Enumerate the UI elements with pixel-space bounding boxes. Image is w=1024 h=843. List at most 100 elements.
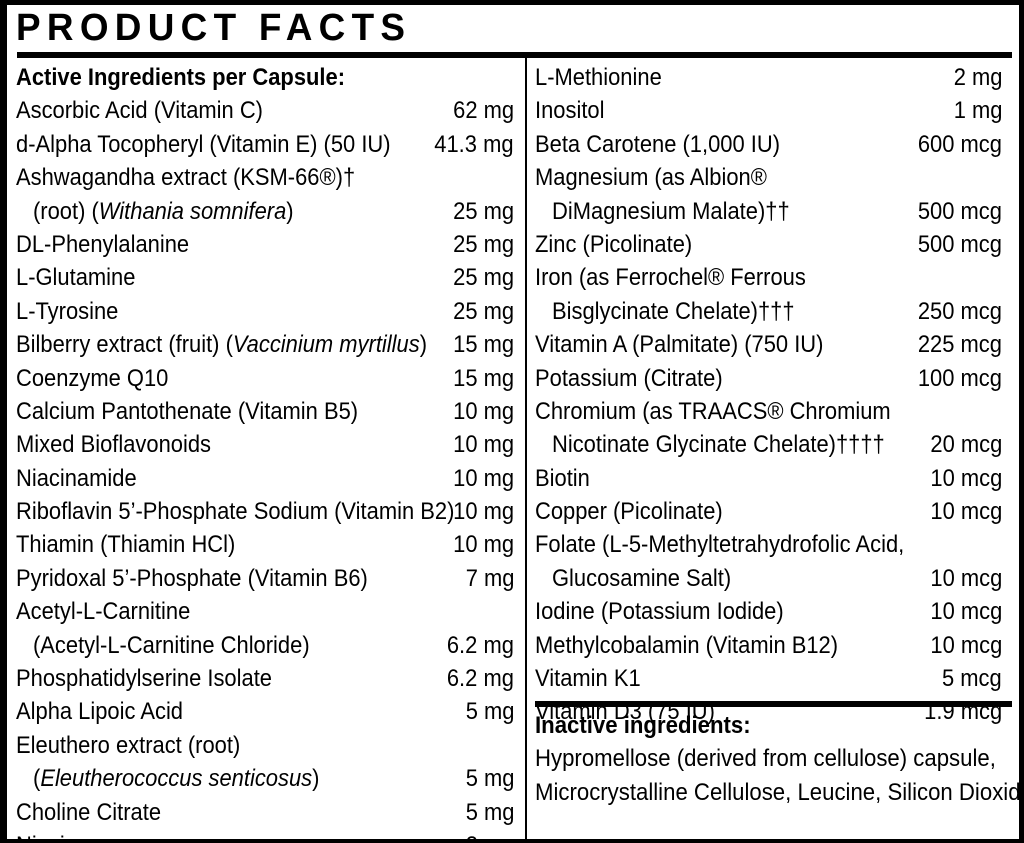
ingredient-amount: 10 mg: [453, 498, 514, 526]
ingredient-row: DiMagnesium Malate)†† 500 mcg: [535, 195, 1007, 228]
ingredient-row: L-Tyrosine 25 mg: [16, 295, 518, 328]
ingredient-name: Iron (as Ferrochel® Ferrous: [535, 264, 806, 292]
active-ingredients-left-column: Active Ingredients per Capsule: Ascorbic…: [16, 61, 518, 839]
ingredient-name: Folate (L-5-Methyltetrahydrofolic Acid,: [535, 531, 905, 559]
ingredient-amount: 10 mcg: [930, 564, 1002, 592]
ingredient-row: Magnesium (as Albion®: [535, 161, 1007, 194]
ingredient-row: Pyridoxal 5’-Phosphate (Vitamin B6) 7 mg: [16, 562, 518, 595]
ingredient-amount: 10 mg: [453, 464, 514, 492]
ingredient-name: (Eleutherococcus senticosus): [33, 765, 320, 793]
ingredient-name: Choline Citrate: [16, 798, 162, 826]
ingredient-row: Vitamin K1 5 mcg: [535, 662, 1007, 695]
title-divider-rule: [17, 52, 1012, 58]
column-divider: [525, 58, 527, 839]
ingredient-name: Copper (Picolinate): [535, 498, 723, 526]
ingredient-row: Inositol 1 mg: [535, 94, 1007, 127]
ingredient-name: Vitamin K1: [535, 665, 641, 693]
ingredient-row: Calcium Pantothenate (Vitamin B5) 10 mg: [16, 395, 518, 428]
ingredient-name: Iodine (Potassium Iodide): [535, 598, 784, 626]
ingredient-row: Coenzyme Q10 15 mg: [16, 362, 518, 395]
ingredient-name: Calcium Pantothenate (Vitamin B5): [16, 397, 359, 425]
ingredient-row: Eleuthero extract (root): [16, 729, 518, 762]
ingredient-row: Iron (as Ferrochel® Ferrous: [535, 261, 1007, 294]
ingredient-row: Beta Carotene (1,000 IU) 600 mcg: [535, 128, 1007, 161]
ingredient-name: Zinc (Picolinate): [535, 230, 693, 258]
ingredient-amount: 225 mcg: [917, 331, 1002, 359]
ingredient-row: (root) (Withania somnifera) 25 mg: [16, 195, 518, 228]
ingredient-amount: 25 mg: [453, 264, 514, 292]
ingredient-row: Folate (L-5-Methyltetrahydrofolic Acid,: [535, 528, 1007, 561]
ingredient-row: Microcrystalline Cellulose, Leucine, Sil…: [535, 776, 1019, 809]
ingredient-row: Thiamin (Thiamin HCl) 10 mg: [16, 528, 518, 561]
ingredient-row: (Acetyl-L-Carnitine Chloride) 6.2 mg: [16, 629, 518, 662]
ingredient-amount: 6.2 mg: [446, 665, 514, 693]
ingredient-row: Ascorbic Acid (Vitamin C) 62 mg: [16, 94, 518, 127]
ingredient-amount: 25 mg: [453, 297, 514, 325]
ingredient-name: DiMagnesium Malate)††: [552, 197, 790, 225]
ingredient-row: Vitamin A (Palmitate) (750 IU) 225 mcg: [535, 328, 1007, 361]
ingredient-name: Vitamin A (Palmitate) (750 IU): [535, 331, 824, 359]
ingredient-name: Inositol: [535, 97, 605, 125]
inactive-ingredients-heading: Inactive ingredients:: [535, 712, 751, 739]
ingredient-name: Potassium (Citrate): [535, 364, 723, 392]
ingredient-name: d-Alpha Tocopheryl (Vitamin E) (50 IU): [16, 130, 391, 158]
ingredient-amount: 10 mcg: [930, 464, 1002, 492]
ingredient-amount: 41.3 mg: [434, 130, 514, 158]
ingredient-name: Nicotinate Glycinate Chelate)††††: [552, 431, 885, 459]
ingredient-amount: 3 mg: [465, 829, 514, 839]
ingredient-name: Biotin: [535, 464, 590, 492]
ingredient-row: Glucosamine Salt) 10 mcg: [535, 562, 1007, 595]
ingredient-name: Pyridoxal 5’-Phosphate (Vitamin B6): [16, 564, 368, 592]
active-ingredients-right-column: L-Methionine 2 mg Inositol 1 mg Beta Caroten…: [535, 61, 1007, 729]
ingredient-row: DL-Phenylalanine 25 mg: [16, 228, 518, 261]
ingredient-amount: 10 mcg: [930, 598, 1002, 626]
ingredient-row: Iodine (Potassium Iodide) 10 mcg: [535, 595, 1007, 628]
ingredient-name: Niacinamide: [16, 464, 137, 492]
ingredient-row: Niacinamide 10 mg: [16, 462, 518, 495]
ingredient-row: Nicotinate Glycinate Chelate)†††† 20 mcg: [535, 428, 1007, 461]
ingredient-row: d-Alpha Tocopheryl (Vitamin E) (50 IU) 41…: [16, 128, 518, 161]
ingredient-name: Methylcobalamin (Vitamin B12): [535, 631, 839, 659]
ingredient-row: Choline Citrate 5 mg: [16, 796, 518, 829]
ingredient-name: Beta Carotene (1,000 IU): [535, 130, 781, 158]
ingredient-name: Phosphatidylserine Isolate: [16, 665, 272, 693]
ingredient-row: Bilberry extract (fruit) (Vaccinium myrt…: [16, 328, 518, 361]
ingredient-row: Niacin 3 mg: [16, 829, 518, 839]
ingredient-amount: 2 mg: [953, 64, 1002, 91]
ingredient-row: Methylcobalamin (Vitamin B12) 10 mcg: [535, 629, 1007, 662]
ingredient-amount: 100 mcg: [917, 364, 1002, 392]
ingredient-name: Acetyl-L-Carnitine: [16, 598, 191, 626]
ingredient-name: Coenzyme Q10: [16, 364, 169, 392]
ingredient-amount: 62 mg: [453, 97, 514, 125]
ingredient-amount: 25 mg: [453, 230, 514, 258]
ingredient-amount: 10 mcg: [930, 498, 1002, 526]
ingredient-name: Glucosamine Salt): [552, 564, 732, 592]
inactive-heading-row: Inactive ingredients:: [535, 709, 1015, 742]
ingredient-row: L-Glutamine 25 mg: [16, 261, 518, 294]
active-ingredients-heading-row: Active Ingredients per Capsule:: [16, 61, 518, 94]
ingredient-amount: 10 mcg: [930, 631, 1002, 659]
ingredient-row: Mixed Bioflavonoids 10 mg: [16, 428, 518, 461]
ingredient-name: L-Methionine: [535, 64, 662, 91]
inactive-divider-rule: [535, 701, 1012, 707]
ingredient-row: L-Methionine 2 mg: [535, 61, 1007, 94]
ingredient-name: Chromium (as TRAACS® Chromium: [535, 397, 891, 425]
ingredient-row: Hypromellose (derived from cellulose) ca…: [535, 742, 1015, 775]
ingredient-amount: 10 mg: [453, 531, 514, 559]
ingredient-name: DL-Phenylalanine: [16, 230, 190, 258]
page-title: PRODUCT FACTS: [16, 7, 412, 49]
ingredient-row: Potassium (Citrate) 100 mcg: [535, 362, 1007, 395]
ingredient-amount: 10 mg: [453, 431, 514, 459]
ingredient-amount: 5 mg: [465, 698, 514, 726]
ingredient-row: Biotin 10 mcg: [535, 462, 1007, 495]
active-ingredients-heading: Active Ingredients per Capsule:: [16, 64, 346, 91]
ingredient-row: Acetyl-L-Carnitine: [16, 595, 518, 628]
ingredient-amount: 5 mg: [465, 765, 514, 793]
ingredient-amount: 500 mcg: [917, 230, 1002, 258]
ingredient-name: Mixed Bioflavonoids: [16, 431, 212, 459]
scientific-name: Eleutherococcus senticosus: [40, 765, 313, 793]
ingredient-name: Ashwagandha extract (KSM-66®)†: [16, 164, 356, 192]
ingredient-name: Eleuthero extract (root): [16, 731, 241, 759]
ingredient-amount: 25 mg: [453, 197, 514, 225]
scientific-name: Vaccinium myrtillus: [232, 331, 420, 359]
